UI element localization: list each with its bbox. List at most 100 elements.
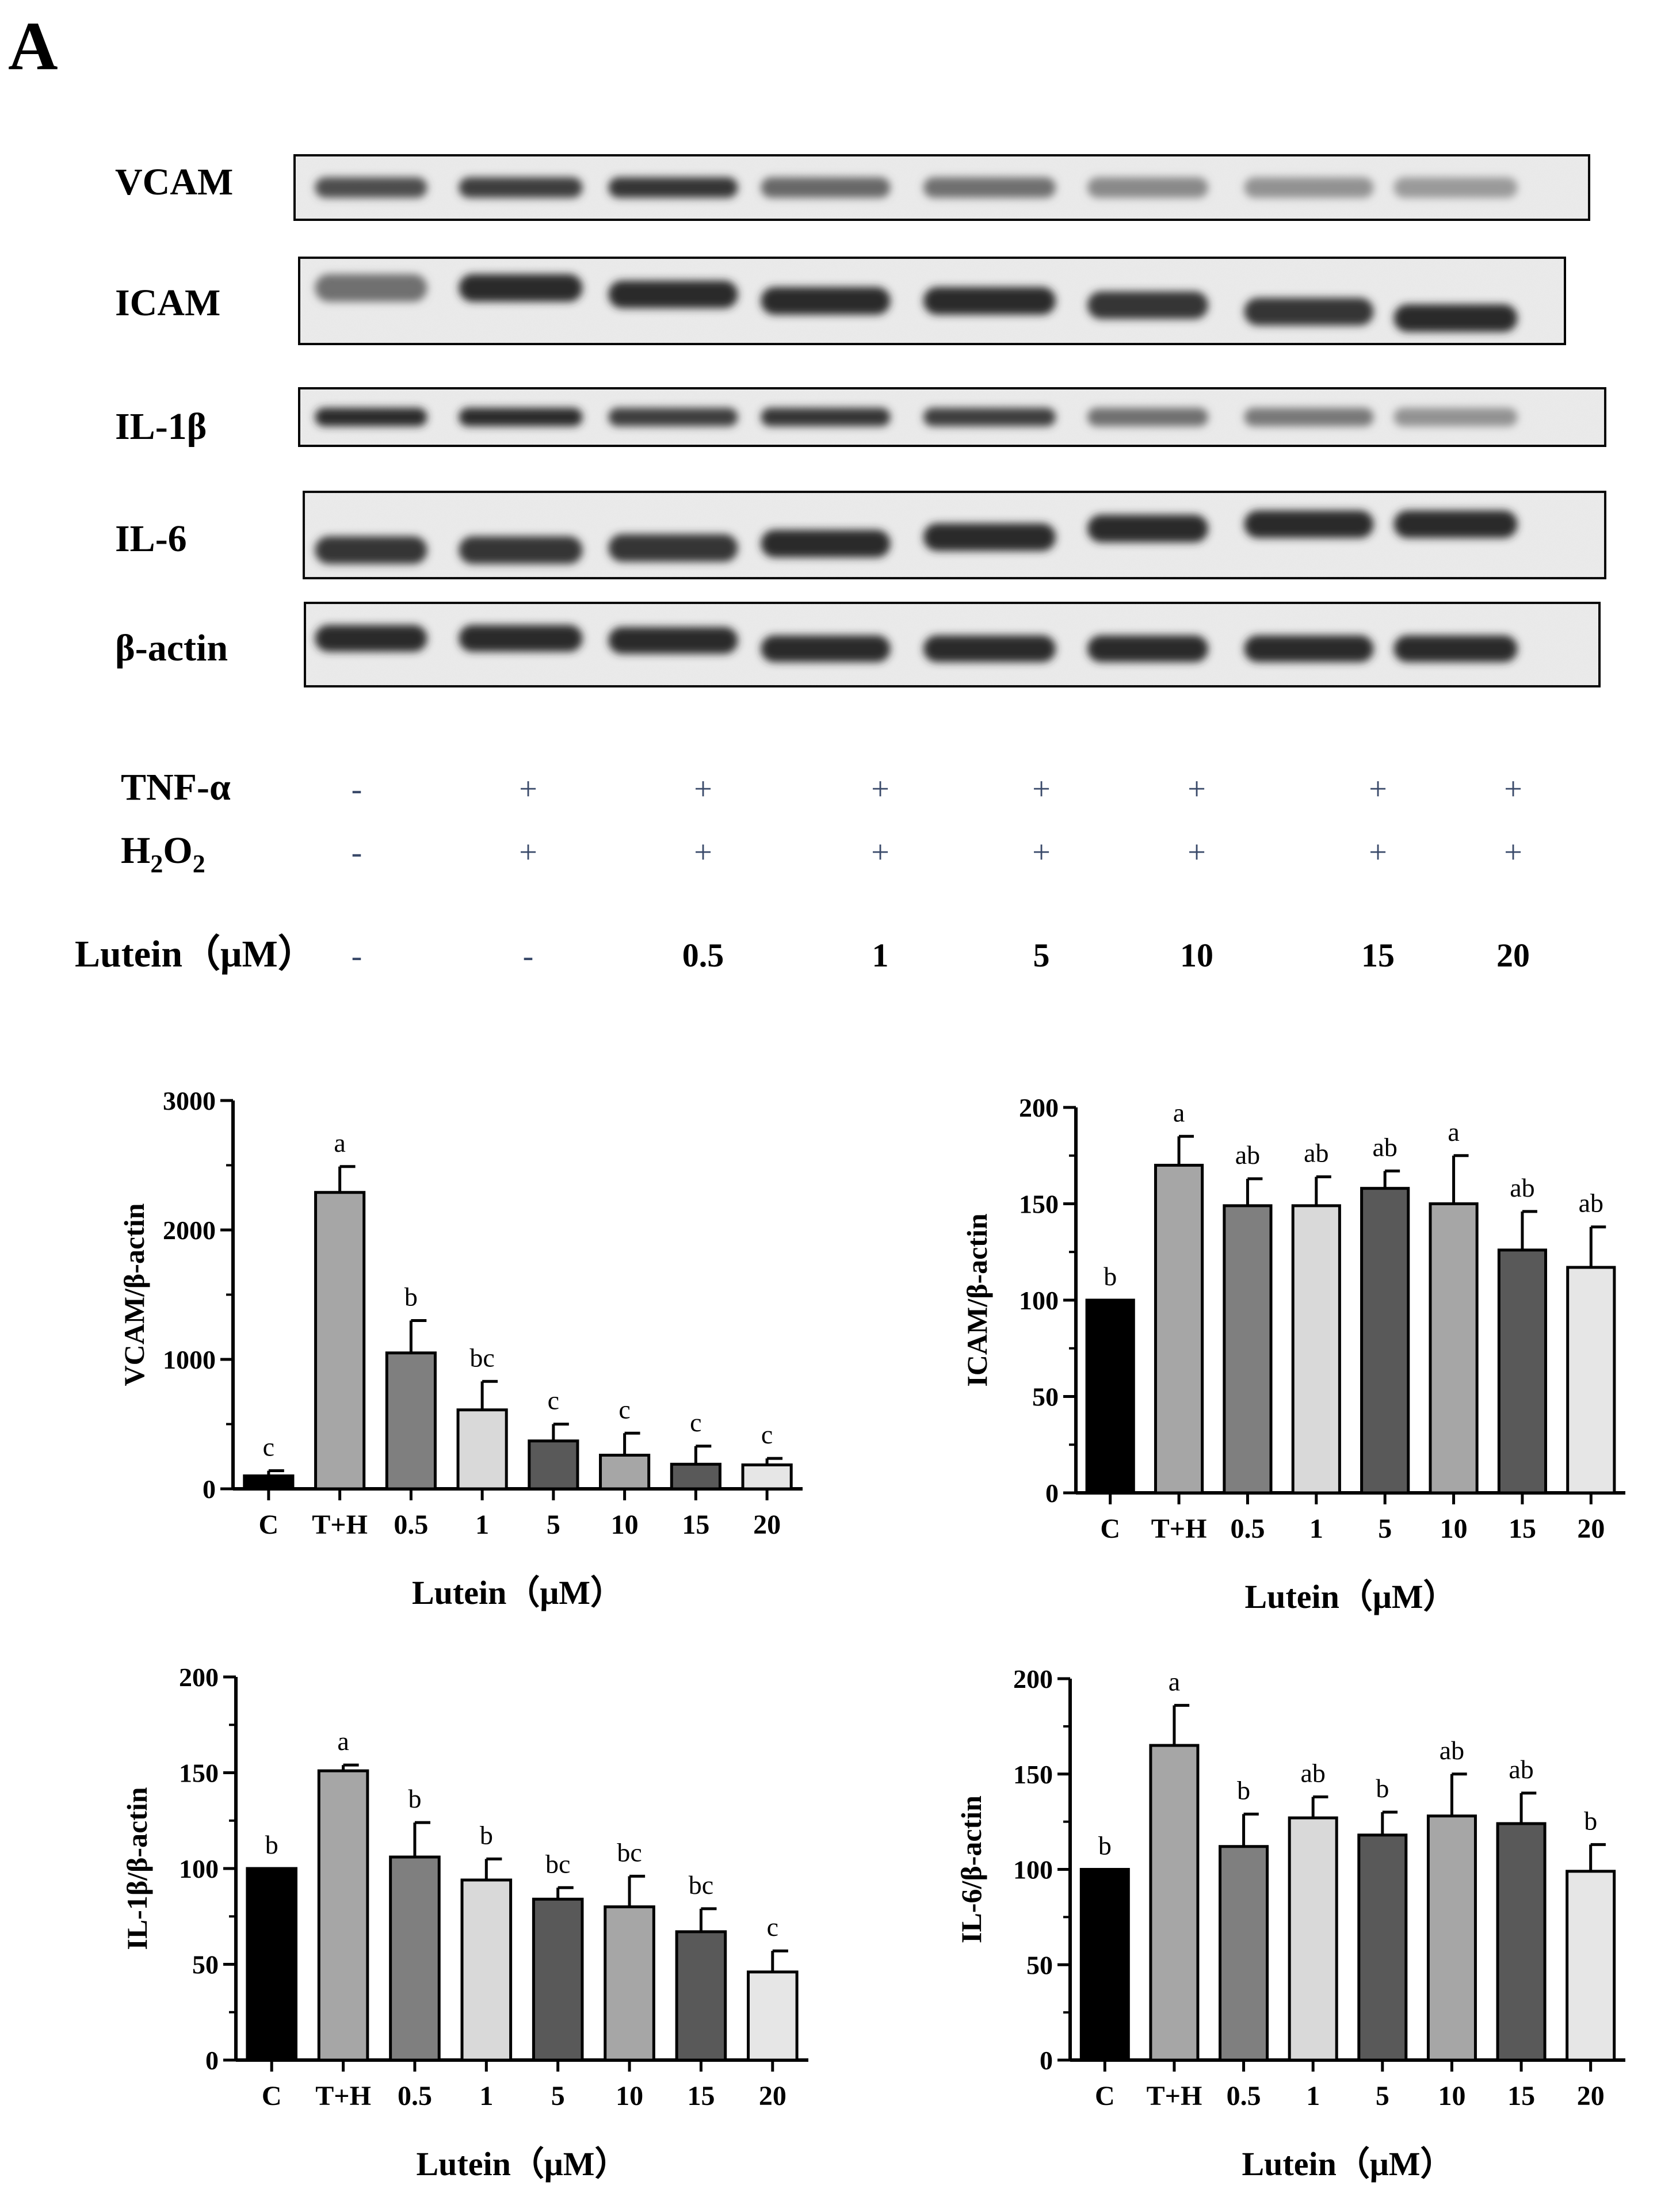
x-tick-label: 15 — [1507, 2081, 1535, 2111]
blot-band — [761, 177, 891, 198]
bar-1 — [460, 1878, 513, 2062]
y-tick-label: 200 — [1019, 1093, 1059, 1122]
treatment-value: - — [523, 938, 534, 974]
y-tick-label: 0 — [1040, 2046, 1053, 2075]
treatment-row-tnf: TNF-α - + + + + + + + — [121, 766, 1522, 808]
x-tick-label: T+H — [312, 1510, 368, 1540]
bar-1 — [1288, 1816, 1338, 2062]
treatment-value: 0.5 — [682, 937, 724, 974]
significance-label: b — [265, 1830, 278, 1859]
x-tick-label: 10 — [1438, 2081, 1465, 2111]
blot-band — [459, 177, 583, 198]
blot-band — [923, 177, 1056, 198]
blot-band — [761, 287, 891, 315]
significance-label: bc — [617, 1837, 642, 1867]
y-tick-label: 50 — [192, 1950, 219, 1980]
significance-label: ab — [1235, 1140, 1260, 1170]
bar-1 — [456, 1408, 508, 1491]
x-tick-label: 1 — [475, 1510, 489, 1540]
significance-label: b — [1098, 1831, 1112, 1860]
x-axis-title: Lutein（μM） — [412, 1574, 624, 1611]
x-tick-label: T+H — [1151, 1514, 1207, 1544]
significance-label: c — [618, 1394, 630, 1424]
bar-15 — [670, 1462, 721, 1491]
blot-band — [608, 627, 738, 654]
significance-label: a — [1173, 1098, 1185, 1127]
blot-row-label: VCAM — [115, 161, 233, 203]
x-tick-label: 10 — [611, 1510, 639, 1540]
y-tick-label: 3000 — [163, 1086, 216, 1115]
blot-band — [1244, 408, 1374, 426]
x-tick-label: 15 — [687, 2081, 715, 2111]
panel-label: A — [8, 7, 58, 84]
blot-band — [608, 177, 738, 198]
x-tick-label: 15 — [682, 1510, 709, 1540]
chart-bars: b a b b bc bc bc c — [246, 1726, 799, 2062]
chart-bars: c a b bc c c c c — [243, 1128, 793, 1491]
blot-band — [459, 274, 583, 302]
x-tick-label: 0.5 — [1230, 1514, 1265, 1544]
bar-5 — [1360, 1187, 1410, 1495]
y-tick-label: 150 — [1019, 1190, 1059, 1219]
treatment-label-part: O — [163, 830, 192, 872]
bar-5 — [532, 1897, 584, 2062]
bar-15 — [675, 1930, 727, 2062]
x-tick-label: 1 — [1306, 2081, 1320, 2111]
significance-label: b — [1104, 1262, 1117, 1291]
blot-band — [459, 625, 583, 652]
x-tick-label: C — [1095, 2081, 1115, 2111]
x-tick-label: C — [1100, 1514, 1120, 1544]
treatment-label-part: H — [121, 830, 150, 872]
y-tick-label: 150 — [1013, 1760, 1053, 1789]
treatment-value: 1 — [872, 937, 889, 974]
blot-band — [315, 408, 427, 426]
bar-20 — [1566, 1266, 1616, 1495]
bar-t-h — [314, 1191, 366, 1491]
x-tick-label: 1 — [479, 2081, 493, 2111]
x-tick-label: 20 — [759, 2081, 786, 2111]
blot-band — [1087, 635, 1208, 662]
treatment-label: Lutein（μM） — [75, 933, 316, 975]
x-axis-title: Lutein（μM） — [1242, 2145, 1454, 2183]
bar-c — [246, 1867, 297, 2062]
bar-10 — [1426, 1814, 1477, 2062]
treatment-value: + — [1369, 835, 1387, 870]
blot-band — [315, 625, 427, 652]
significance-label: a — [334, 1128, 345, 1157]
blot-band — [315, 177, 427, 198]
y-tick-label: 100 — [179, 1854, 219, 1883]
bar-0-5 — [385, 1351, 437, 1491]
x-tick-label: 20 — [1577, 2081, 1605, 2111]
treatment-value: - — [352, 938, 362, 974]
treatment-value: + — [519, 835, 537, 870]
blot-band — [608, 408, 738, 426]
y-tick-label: 50 — [1032, 1382, 1059, 1412]
bar-0-5 — [1223, 1204, 1273, 1495]
y-tick-label: 50 — [1026, 1950, 1053, 1980]
blot-row-actin: β-actin — [115, 602, 1601, 687]
x-tick-label: 5 — [1376, 2081, 1389, 2111]
x-tick-label: 5 — [547, 1510, 560, 1540]
significance-label: b — [404, 1282, 418, 1312]
bar-0-5 — [1219, 1845, 1269, 2062]
significance-label: ab — [1579, 1189, 1603, 1218]
blot-row-label: ICAM — [115, 282, 220, 324]
bar-20 — [741, 1463, 793, 1491]
significance-label: a — [337, 1726, 349, 1756]
blot-band — [608, 280, 738, 308]
treatment-value: + — [871, 835, 889, 870]
blot-row-icam: ICAM — [115, 257, 1566, 345]
x-tick-label: 20 — [1577, 1514, 1605, 1544]
y-tick-label: 100 — [1019, 1286, 1059, 1315]
significance-label: ab — [1372, 1133, 1397, 1162]
blot-band — [761, 408, 891, 426]
blot-row-il-1: IL-1β — [115, 387, 1606, 448]
significance-label: ab — [1509, 1755, 1533, 1784]
bar-10 — [599, 1454, 651, 1491]
significance-label: ab — [1440, 1736, 1464, 1765]
x-tick-label: 5 — [1378, 1514, 1392, 1544]
y-tick-label: 0 — [203, 1474, 216, 1504]
